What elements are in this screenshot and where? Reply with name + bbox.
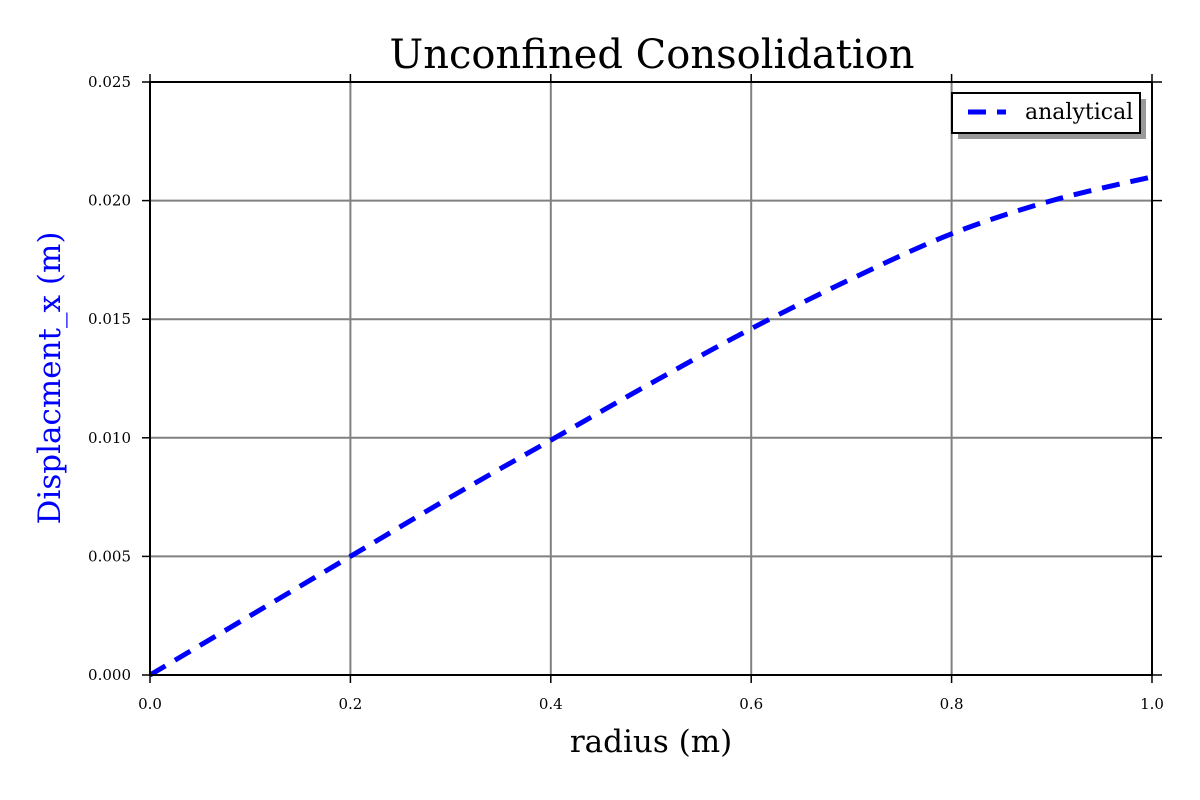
chart-title: Unconfined Consolidation bbox=[390, 32, 915, 78]
y-tick-label: 0.000 bbox=[88, 666, 131, 684]
y-tick-label: 0.005 bbox=[88, 547, 131, 565]
y-tick-label: 0.020 bbox=[88, 192, 131, 210]
y-tick-label: 0.015 bbox=[88, 310, 131, 328]
y-axis-label: Displacment_x (m) bbox=[32, 232, 68, 525]
series-line-analytical bbox=[148, 174, 1153, 678]
grid bbox=[150, 82, 1152, 675]
x-tick-label: 0.0 bbox=[138, 695, 162, 713]
x-tick-label: 0.4 bbox=[539, 695, 563, 713]
y-tick-label: 0.025 bbox=[88, 73, 131, 91]
ticks: 0.0 0.2 0.4 0.6 0.8 1.0 0.000 0.005 0.010 0.015 0.… bbox=[88, 73, 1164, 713]
x-tick-label: 0.2 bbox=[338, 695, 362, 713]
plot-frame bbox=[149, 81, 1153, 676]
x-tick-label: 1.0 bbox=[1140, 695, 1164, 713]
legend: analytical bbox=[951, 92, 1146, 139]
y-tick-label: 0.010 bbox=[88, 429, 131, 447]
x-tick-label: 0.6 bbox=[739, 695, 763, 713]
x-tick-label: 0.8 bbox=[940, 695, 964, 713]
legend-label: analytical bbox=[1025, 100, 1133, 125]
x-axis-label: radius (m) bbox=[570, 724, 732, 760]
data-layer bbox=[148, 174, 1153, 678]
